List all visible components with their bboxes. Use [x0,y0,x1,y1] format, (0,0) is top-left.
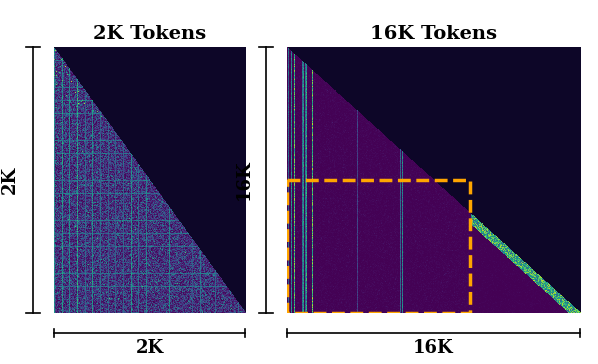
Text: 2K: 2K [1,166,19,194]
Title: 16K Tokens: 16K Tokens [370,25,497,43]
Text: 16K: 16K [234,160,252,201]
Text: 16K: 16K [413,339,454,357]
Title: 2K Tokens: 2K Tokens [93,25,206,43]
Bar [287,180,470,313]
Text: 2K: 2K [135,339,164,357]
